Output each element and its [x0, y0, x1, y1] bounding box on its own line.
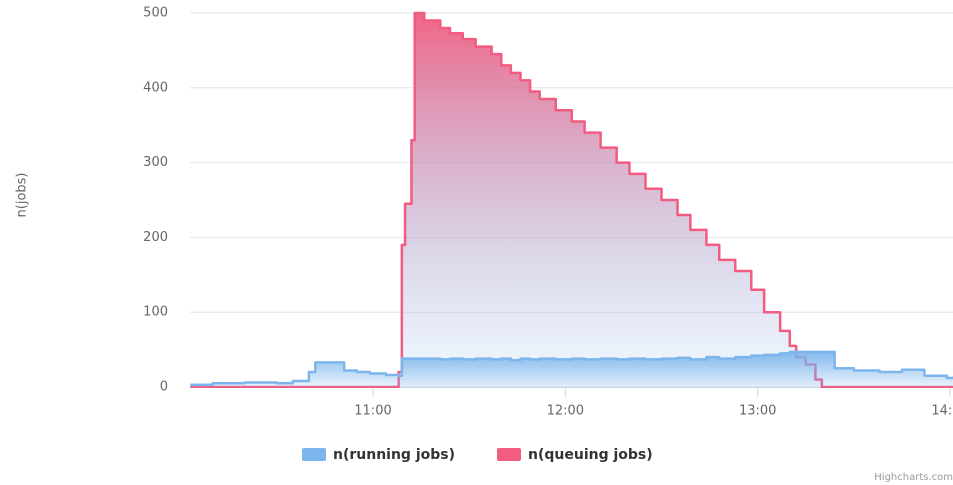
- credits: Highcharts.com: [874, 472, 953, 483]
- line: [190, 11, 953, 388]
- line: [190, 350, 953, 387]
- y-tick-label: 400: [143, 80, 168, 95]
- legend-symbol: [302, 448, 326, 461]
- y-tick-label: 0: [160, 380, 168, 395]
- plot: [190, 11, 953, 388]
- y-tick-label: 500: [143, 6, 168, 21]
- area: [190, 13, 953, 387]
- y-axis-title: n(jobs): [15, 173, 30, 218]
- x-tick-label: 14:00: [931, 404, 953, 419]
- legend-symbol: [497, 448, 521, 461]
- area: [190, 351, 953, 387]
- y-tick-label: 200: [143, 230, 168, 245]
- x-tick-label: 11:00: [354, 404, 391, 419]
- x-tick-label: 12:00: [547, 404, 584, 419]
- y-tick-label: 300: [143, 155, 168, 170]
- legend-label: n(queuing jobs): [528, 447, 653, 463]
- x-tick-label: 13:00: [739, 404, 776, 419]
- y-tick-label: 100: [143, 305, 168, 320]
- legend-label: n(running jobs): [333, 447, 455, 463]
